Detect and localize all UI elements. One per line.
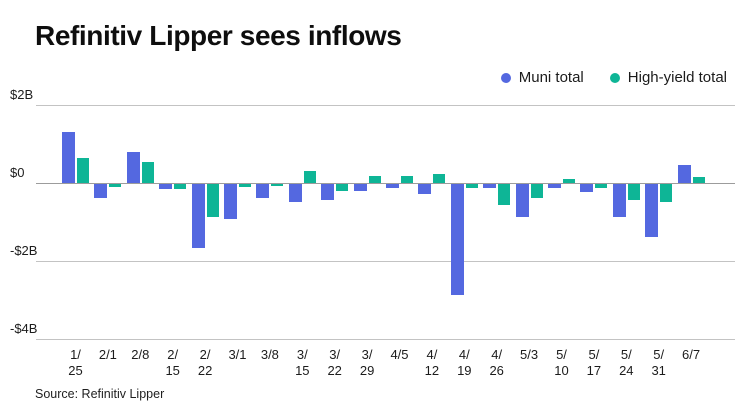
x-axis-label-3/15: 3/ 15: [295, 347, 310, 378]
bar-muni-2/1: [94, 184, 108, 198]
x-axis-label-6/7: 6/7: [682, 347, 701, 362]
bar-high-yield-3/22: [336, 184, 349, 192]
bar-high-yield-5/3: [530, 184, 543, 198]
x-axis-label-3/8: 3/8: [260, 347, 279, 362]
source-note: Source: Refinitiv Lipper: [35, 387, 165, 401]
gridline-$2B: [36, 105, 735, 106]
bar-muni-6/7: [677, 165, 691, 183]
bar-muni-2/22: [191, 184, 205, 249]
bar-muni-1/25: [62, 132, 75, 183]
bar-high-yield-2/15: [174, 184, 187, 189]
bar-muni-3/15: [288, 184, 302, 202]
bar-muni-5/10: [548, 184, 561, 188]
x-axis-label-5/10: 5/ 10: [554, 347, 569, 378]
x-axis-label-5/24: 5/ 24: [619, 347, 634, 378]
bar-muni-3/1: [224, 184, 237, 220]
bar-muni-2/15: [159, 184, 173, 189]
bar-high-yield-6/7: [692, 176, 705, 183]
bar-muni-5/3: [515, 184, 529, 218]
bar-high-yield-3/8: [271, 184, 284, 186]
legend-item-high-yield-total: High-yield total: [609, 69, 727, 86]
gridline--$4B: [36, 339, 735, 340]
bar-muni-5/17: [580, 184, 594, 192]
x-axis-label-4/19: 4/ 19: [457, 347, 472, 378]
legend-label: High-yield total: [627, 69, 727, 86]
bar-high-yield-4/5: [401, 175, 413, 183]
bar-high-yield-4/12: [433, 174, 446, 183]
bar-muni-4/5: [386, 184, 399, 188]
y-axis-label: $2B: [10, 87, 34, 102]
x-axis-label-2/15: 2/ 15: [165, 347, 180, 378]
x-axis-label-2/1: 2/1: [98, 347, 117, 362]
x-axis-label-3/29: 3/ 29: [359, 347, 375, 378]
bar-muni-4/26: [483, 184, 497, 188]
y-axis-label: -$4B: [10, 321, 38, 336]
gridline-$0: [36, 183, 735, 184]
chart-title: Refinitiv Lipper sees inflows: [35, 20, 402, 51]
bar-muni-5/31: [645, 184, 659, 237]
bar-muni-3/29: [353, 184, 367, 192]
x-axis-label-5/17: 5/ 17: [586, 347, 602, 378]
bar-high-yield-5/31: [660, 184, 673, 202]
bar-high-yield-4/26: [498, 184, 511, 206]
legend-item-muni-total: Muni total: [500, 69, 584, 86]
x-axis-label-2/8: 2/8: [131, 347, 150, 362]
x-axis-label-4/5: 4/5: [390, 347, 409, 362]
x-axis-label-2/22: 2/ 22: [197, 347, 213, 378]
bar-muni-4/12: [418, 184, 432, 195]
x-axis-label-5/3: 5/3: [520, 347, 539, 362]
bar-muni-3/8: [256, 184, 270, 198]
x-axis-label-5/31: 5/ 31: [651, 347, 666, 378]
legend-label: Muni total: [518, 69, 584, 86]
x-axis-label-3/22: 3/ 22: [327, 347, 342, 378]
legend: Muni total High-yield total: [500, 69, 727, 86]
bar-high-yield-1/25: [77, 157, 89, 183]
bar-muni-3/22: [321, 184, 335, 201]
legend-dot-icon: [500, 72, 511, 83]
bar-muni-5/24: [612, 184, 626, 218]
bar-high-yield-2/1: [109, 184, 122, 188]
bar-muni-4/19: [450, 184, 464, 296]
bar-high-yield-3/15: [303, 171, 316, 183]
bar-high-yield-5/24: [627, 184, 640, 200]
x-axis-label-3/1: 3/1: [228, 347, 247, 362]
bar-muni-2/8: [126, 151, 140, 183]
y-axis-label: $0: [10, 165, 25, 180]
y-axis-label: -$2B: [10, 243, 38, 258]
bar-high-yield-5/17: [595, 184, 608, 188]
bar-high-yield-3/29: [368, 175, 381, 183]
legend-dot-icon: [609, 72, 620, 83]
bar-high-yield-5/10: [563, 179, 575, 183]
x-axis-label-4/12: 4/ 12: [424, 347, 440, 378]
bar-high-yield-2/8: [141, 161, 154, 183]
bar-high-yield-4/19: [465, 184, 478, 188]
bar-high-yield-2/22: [206, 184, 219, 218]
bar-high-yield-3/1: [239, 184, 251, 188]
x-axis-label-4/26: 4/ 26: [489, 347, 504, 378]
gridline--$2B: [36, 261, 735, 262]
bar-chart: $2B $0 -$2B -$4B 1/ 25 2/1 2/8 2/ 15 2/ 22 3/1 3/8…: [0, 87, 740, 396]
x-axis-label-1/25: 1/ 25: [68, 347, 83, 378]
